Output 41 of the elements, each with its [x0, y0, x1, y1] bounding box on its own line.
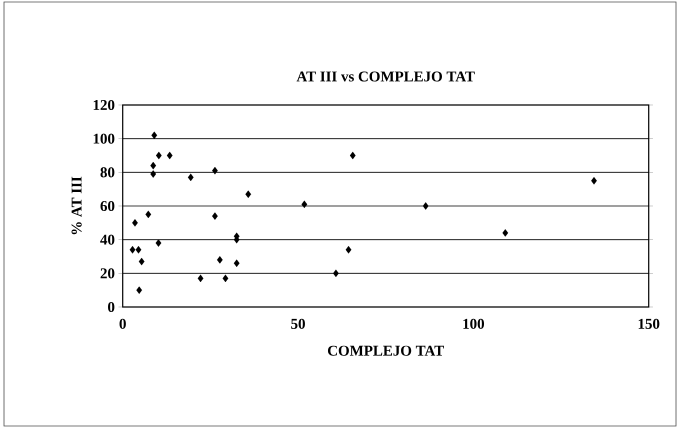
- point: [222, 274, 228, 282]
- x-tick-label: 150: [638, 318, 660, 329]
- point: [350, 152, 356, 160]
- y-tick-label: 80: [100, 167, 114, 178]
- x-tick-label: 0: [120, 318, 126, 329]
- y-tick-label: 40: [100, 234, 114, 245]
- point: [245, 190, 252, 198]
- y-tick-label: 0: [108, 302, 114, 312]
- point: [188, 174, 194, 182]
- y-tick-label: 20: [100, 268, 114, 278]
- x-axis-title: COMPLEJO TAT: [328, 346, 444, 356]
- point: [132, 219, 138, 227]
- y-tick-label: 100: [94, 134, 114, 144]
- point: [136, 286, 142, 294]
- point: [591, 176, 597, 185]
- point: [346, 246, 352, 254]
- point: [234, 259, 240, 268]
- point: [150, 170, 156, 178]
- point: [212, 212, 218, 220]
- point: [216, 256, 223, 264]
- point: [130, 246, 136, 254]
- point: [136, 246, 142, 254]
- point: [150, 162, 156, 170]
- x-tick-label: 50: [291, 318, 305, 329]
- point: [138, 258, 145, 266]
- point: [166, 152, 173, 160]
- point: [301, 200, 308, 208]
- point: [156, 239, 162, 247]
- point: [333, 270, 339, 278]
- point: [156, 152, 162, 160]
- point: [422, 202, 429, 210]
- y-tick-label: 120: [94, 100, 114, 110]
- point: [145, 210, 152, 218]
- chart-title: AT III vs COMPLEJO TAT: [296, 71, 475, 82]
- point: [502, 229, 508, 237]
- x-tick-label: 100: [463, 318, 484, 329]
- y-axis-title: % AT III: [72, 176, 82, 234]
- point: [151, 132, 158, 140]
- point: [198, 274, 204, 282]
- point: [212, 166, 218, 174]
- y-tick-label: 60: [100, 200, 114, 212]
